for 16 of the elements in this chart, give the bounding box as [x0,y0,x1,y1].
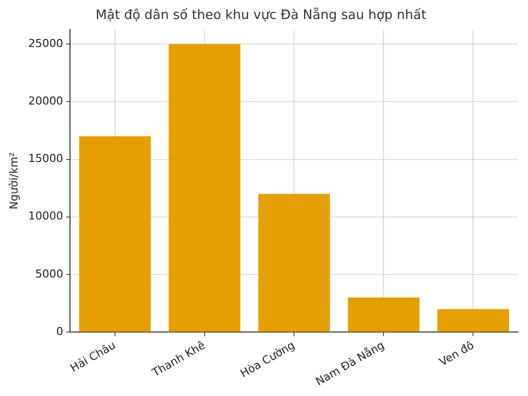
y-tick-label: 25000 [28,36,64,50]
chart-title: Mật độ dân số theo khu vực Đà Nẵng sau hợp nhất [96,7,426,24]
y-tick-label: 0 [56,324,64,338]
x-tick-label: Ven đô [437,338,476,369]
y-tick-label: 20000 [28,94,64,108]
y-tick-label: 5000 [35,267,64,280]
bar [437,309,510,332]
y-tick-label: 15000 [28,152,64,166]
bar [79,136,151,332]
y-tick-label: 10000 [28,210,64,223]
y-axis-title: Người/km² [7,152,20,210]
x-tick-label: Nam Đà Nẵng [314,338,387,388]
bar [168,44,240,332]
x-tick-label: Hải Châu [68,338,118,375]
bar [348,298,420,332]
bar [258,194,330,332]
